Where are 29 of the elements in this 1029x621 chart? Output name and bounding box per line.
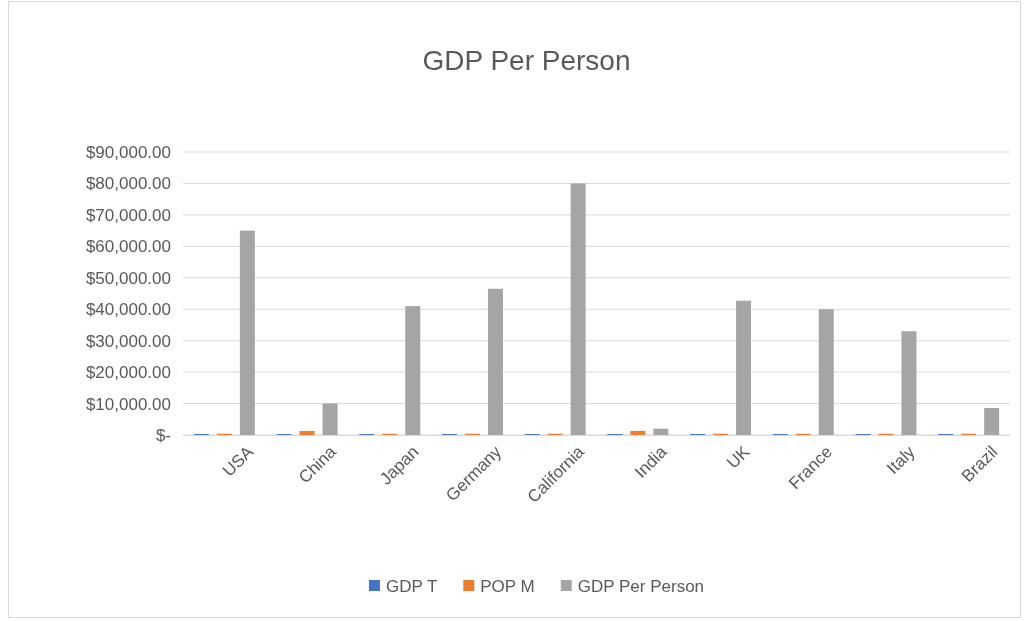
y-tick-label: $30,000.00	[85, 331, 171, 351]
y-tick-label: $80,000.00	[85, 174, 171, 194]
bar	[239, 230, 255, 435]
y-tick-label: $10,000.00	[85, 394, 171, 414]
bar	[653, 428, 669, 435]
bar	[818, 309, 834, 435]
y-tick-label: $40,000.00	[85, 300, 171, 320]
y-tick-label: $50,000.00	[85, 268, 171, 288]
bar	[736, 300, 752, 435]
y-tick-label: $-	[155, 425, 171, 445]
bar	[405, 306, 421, 435]
bar	[901, 331, 917, 435]
legend-label: GDP Per Person	[577, 576, 705, 596]
y-tick-label: $20,000.00	[85, 363, 171, 383]
x-tick-label: UK	[723, 441, 754, 473]
bar	[487, 288, 503, 435]
legend-label: GDP T	[385, 576, 438, 596]
x-tick-label: USA	[218, 441, 258, 481]
legend-label: POP M	[480, 576, 535, 596]
y-tick-label: $90,000.00	[85, 142, 171, 162]
bar	[630, 430, 646, 435]
y-tick-label: $70,000.00	[85, 205, 171, 225]
bar	[322, 403, 338, 435]
bar	[984, 407, 1000, 435]
x-tick-label: Italy	[883, 441, 919, 478]
bar	[299, 430, 315, 435]
bar	[570, 183, 586, 435]
y-tick-label: $60,000.00	[85, 237, 171, 257]
chart-title: GDP Per Person	[422, 45, 631, 76]
